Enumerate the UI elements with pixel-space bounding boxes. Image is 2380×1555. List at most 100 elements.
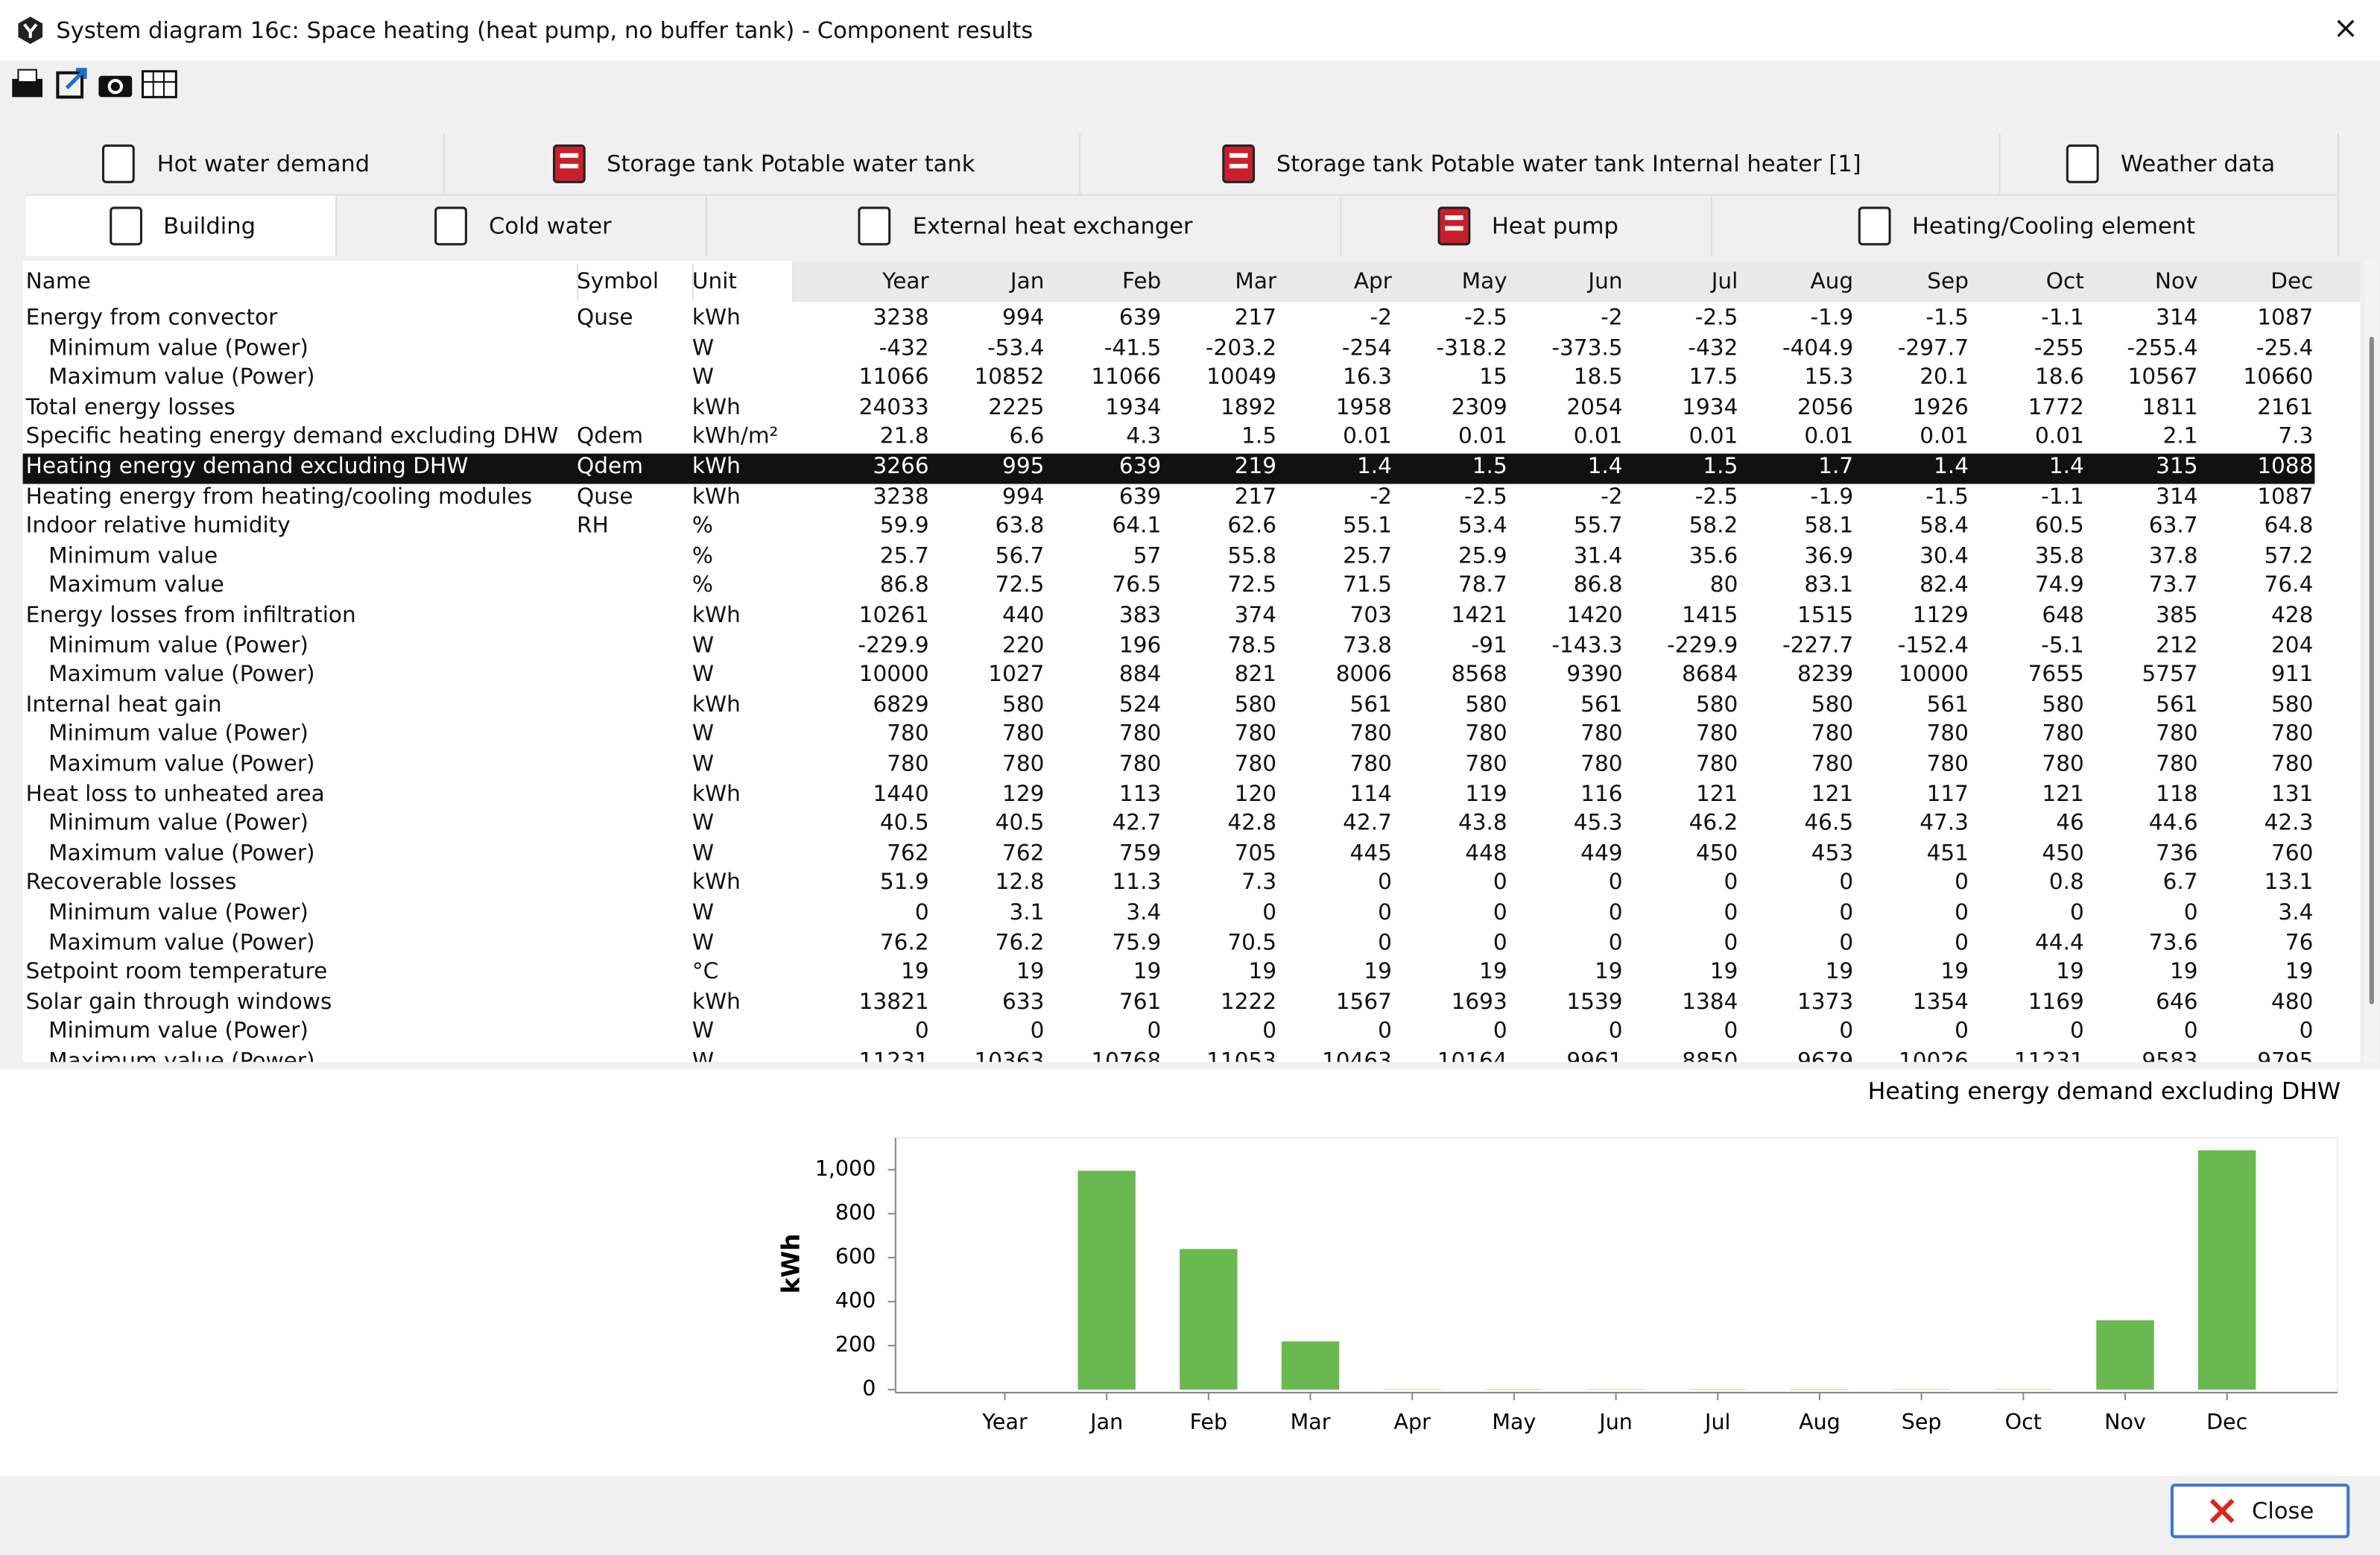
table-cell: 10660 (2243, 366, 2314, 390)
tab[interactable]: Hot water demand (25, 133, 445, 194)
table-cell: 19 (2169, 960, 2198, 985)
table-cell: 86.8 (1573, 574, 1623, 598)
table-cell: 780 (1580, 722, 1623, 747)
table-cell: 15.3 (1804, 366, 1854, 390)
table-cell: 1222 (1220, 990, 1277, 1015)
tab[interactable]: Weather data (2000, 133, 2340, 194)
table-cell: 7.3 (2278, 425, 2314, 450)
table-cell: W (691, 752, 715, 777)
table-cell: 53.4 (1458, 514, 1507, 539)
x-tick-label: Apr (1394, 1410, 1431, 1434)
table-cell: 9583 (2077, 1048, 2197, 1062)
table-cell: 24033 (858, 395, 929, 420)
table-cell: W (691, 722, 715, 747)
table-cell: 70.5 (1227, 931, 1277, 955)
scrollbar[interactable] (2364, 261, 2377, 1062)
table-cell: -373.5 (1551, 336, 1623, 361)
table-cell: 19 (901, 960, 929, 985)
table-cell: 58.4 (1919, 514, 1969, 539)
table-cell: 780 (1695, 752, 1738, 777)
tab[interactable]: Heat pump (1341, 195, 1712, 257)
tab-label: Weather data (2120, 150, 2276, 178)
table-cell: 44.4 (2035, 931, 2084, 955)
table-cell: 450 (1695, 841, 1738, 867)
table-cell: 19 (1479, 960, 1507, 985)
table-cell: kWh (691, 395, 741, 420)
table-cell: 1934 (1682, 395, 1738, 420)
table-cell: 19 (1594, 960, 1623, 985)
table-cell: 37.8 (2148, 544, 2198, 569)
table-cell: 10363 (922, 1048, 1044, 1062)
table-cell: 8850 (1616, 1048, 1738, 1062)
tab[interactable]: Storage tank Potable water tank (444, 133, 1081, 194)
table-cell: 11231 (808, 1048, 929, 1062)
table-cell: 580 (1695, 693, 1738, 718)
table-cell: 780 (1695, 722, 1738, 747)
table-cell: 55.8 (1227, 544, 1277, 569)
table-cell: 10000 (1899, 663, 1969, 688)
column-header: Symbol (574, 264, 694, 301)
table-cell: 1772 (2028, 395, 2084, 420)
table-cell: 10463 (1270, 1048, 1392, 1062)
table-cell: 6.6 (1009, 425, 1045, 450)
table-cell: 0.01 (1689, 425, 1738, 450)
table-cell: 580 (1811, 693, 1854, 718)
table-cell: 1.4 (2048, 455, 2084, 480)
column-header: Nov (2154, 270, 2198, 294)
table-cell: 40.5 (879, 811, 929, 837)
tab[interactable]: Building (25, 195, 338, 257)
table-cell: 0 (1608, 931, 1623, 955)
table-cell: 2225 (988, 395, 1045, 420)
table-cell: 42.7 (1343, 811, 1392, 837)
table-cell: 44.6 (2148, 811, 2198, 837)
table-cell: 9390 (1566, 663, 1623, 688)
column-header: Dec (2270, 270, 2314, 294)
column-header: Jan (1010, 270, 1045, 294)
table-cell: 78.7 (1458, 574, 1507, 598)
table-cell: 15 (1479, 366, 1507, 390)
table-cell: 0 (2299, 1019, 2314, 1045)
table-cell: 43.8 (1458, 811, 1507, 837)
table-cell: 1129 (1912, 604, 1969, 628)
table-cell: 1440 (873, 782, 929, 807)
table-cell: 445 (1349, 841, 1392, 867)
close-button[interactable]: Close (2170, 1483, 2350, 1539)
table-cell: -229.9 (1667, 633, 1738, 658)
table-cell: 86.8 (879, 574, 929, 598)
table-cell: -297.7 (1897, 336, 1969, 361)
table-cell: 46.2 (1689, 811, 1738, 837)
x-tick-label: Jan (1089, 1410, 1123, 1434)
table-cell: 75.9 (1112, 931, 1162, 955)
table-cell: Maximum value (Power) (48, 752, 315, 777)
table-cell: 780 (2042, 722, 2084, 747)
export-icon[interactable] (56, 68, 87, 99)
camera-icon[interactable] (98, 75, 133, 98)
table-cell: 7655 (2028, 663, 2084, 688)
table-icon[interactable] (141, 70, 177, 98)
close-x[interactable]: × (2332, 9, 2359, 46)
tab-label: Storage tank Potable water tank Internal… (1276, 150, 1861, 178)
tab[interactable]: External heat exchanger (707, 195, 1342, 257)
table-cell: 9795 (2191, 1048, 2313, 1062)
table-cell: 0 (1378, 901, 1392, 925)
table-cell: 73.7 (2148, 574, 2198, 598)
y-tick-label: 1,000 (815, 1156, 876, 1181)
table: Name Symbol Unit Year Jan Feb Mar Apr May Jun Jul A… (22, 261, 2361, 1062)
table-cell: -2 (1370, 484, 1392, 510)
table-cell: 762 (1002, 841, 1045, 867)
table-cell: 703 (1349, 604, 1392, 628)
table-cell: Minimum value (Power) (48, 722, 308, 747)
tab[interactable]: Cold water (337, 195, 708, 257)
table-cell: -1.9 (1810, 484, 1854, 510)
window-title: System diagram 16c: Space heating (heat … (56, 16, 1034, 45)
table-cell: 780 (1234, 722, 1277, 747)
table-cell: 374 (1234, 604, 1277, 628)
tab[interactable]: Storage tank Potable water tank Internal… (1080, 133, 2001, 194)
tab[interactable]: Heating/Cooling element (1712, 195, 2340, 257)
table-cell: Heat loss to unheated area (25, 782, 325, 807)
table-cell: 1.5 (1241, 425, 1277, 450)
table-cell: 2056 (1797, 395, 1854, 420)
table-cell: -1.9 (1810, 306, 1854, 331)
table-cell: kWh (691, 990, 741, 1015)
table-cell: 0 (1378, 871, 1392, 896)
